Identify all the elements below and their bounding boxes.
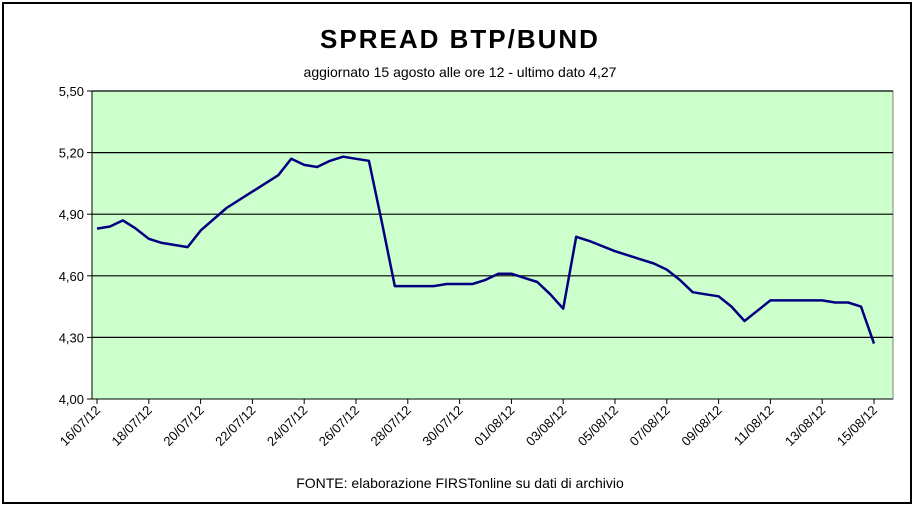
chart-subtitle: aggiornato 15 agosto alle ore 12 - ultim… bbox=[304, 64, 617, 80]
y-tick-label: 5,50 bbox=[59, 84, 84, 99]
y-axis: 4,00 4,30 4,60 4,90 5,20 5,50 bbox=[59, 84, 93, 407]
chart-source: FONTE: elaborazione FIRSTonline su dati … bbox=[296, 475, 624, 491]
y-tick-label: 5,20 bbox=[59, 146, 84, 161]
y-tick-label: 4,00 bbox=[59, 392, 84, 407]
x-tick-label: 20/07/12 bbox=[160, 403, 206, 449]
series-line-spread bbox=[96, 155, 876, 345]
plot-area bbox=[91, 90, 894, 400]
x-axis: 16/07/12 18/07/12 20/07/12 22/07/12 24/07/12… bbox=[57, 398, 893, 449]
x-tick-label: 05/08/12 bbox=[575, 403, 621, 449]
x-tick-label: 22/07/12 bbox=[212, 403, 258, 449]
x-tick-label: 03/08/12 bbox=[523, 403, 569, 449]
x-tick-label: 24/07/12 bbox=[264, 403, 310, 449]
x-tick-label: 11/08/12 bbox=[731, 403, 777, 449]
x-tick-label: 13/08/12 bbox=[782, 403, 828, 449]
y-tick-label: 4,30 bbox=[59, 330, 84, 345]
x-tick-label: 01/08/12 bbox=[471, 403, 517, 449]
x-tick-label: 28/07/12 bbox=[368, 403, 414, 449]
x-tick-label: 26/07/12 bbox=[316, 403, 362, 449]
x-tick-label: 09/08/12 bbox=[678, 403, 724, 449]
chart-title: SPREAD BTP/BUND bbox=[320, 24, 600, 54]
x-tick-label: 15/08/12 bbox=[834, 403, 880, 449]
x-tick-label: 07/08/12 bbox=[627, 403, 673, 449]
y-tick-label: 4,90 bbox=[59, 207, 84, 222]
x-tick-label: 18/07/12 bbox=[109, 403, 155, 449]
x-tick-label: 30/07/12 bbox=[419, 403, 465, 449]
x-tick-label: 16/07/12 bbox=[57, 403, 103, 449]
y-tick-label: 4,60 bbox=[59, 269, 84, 284]
